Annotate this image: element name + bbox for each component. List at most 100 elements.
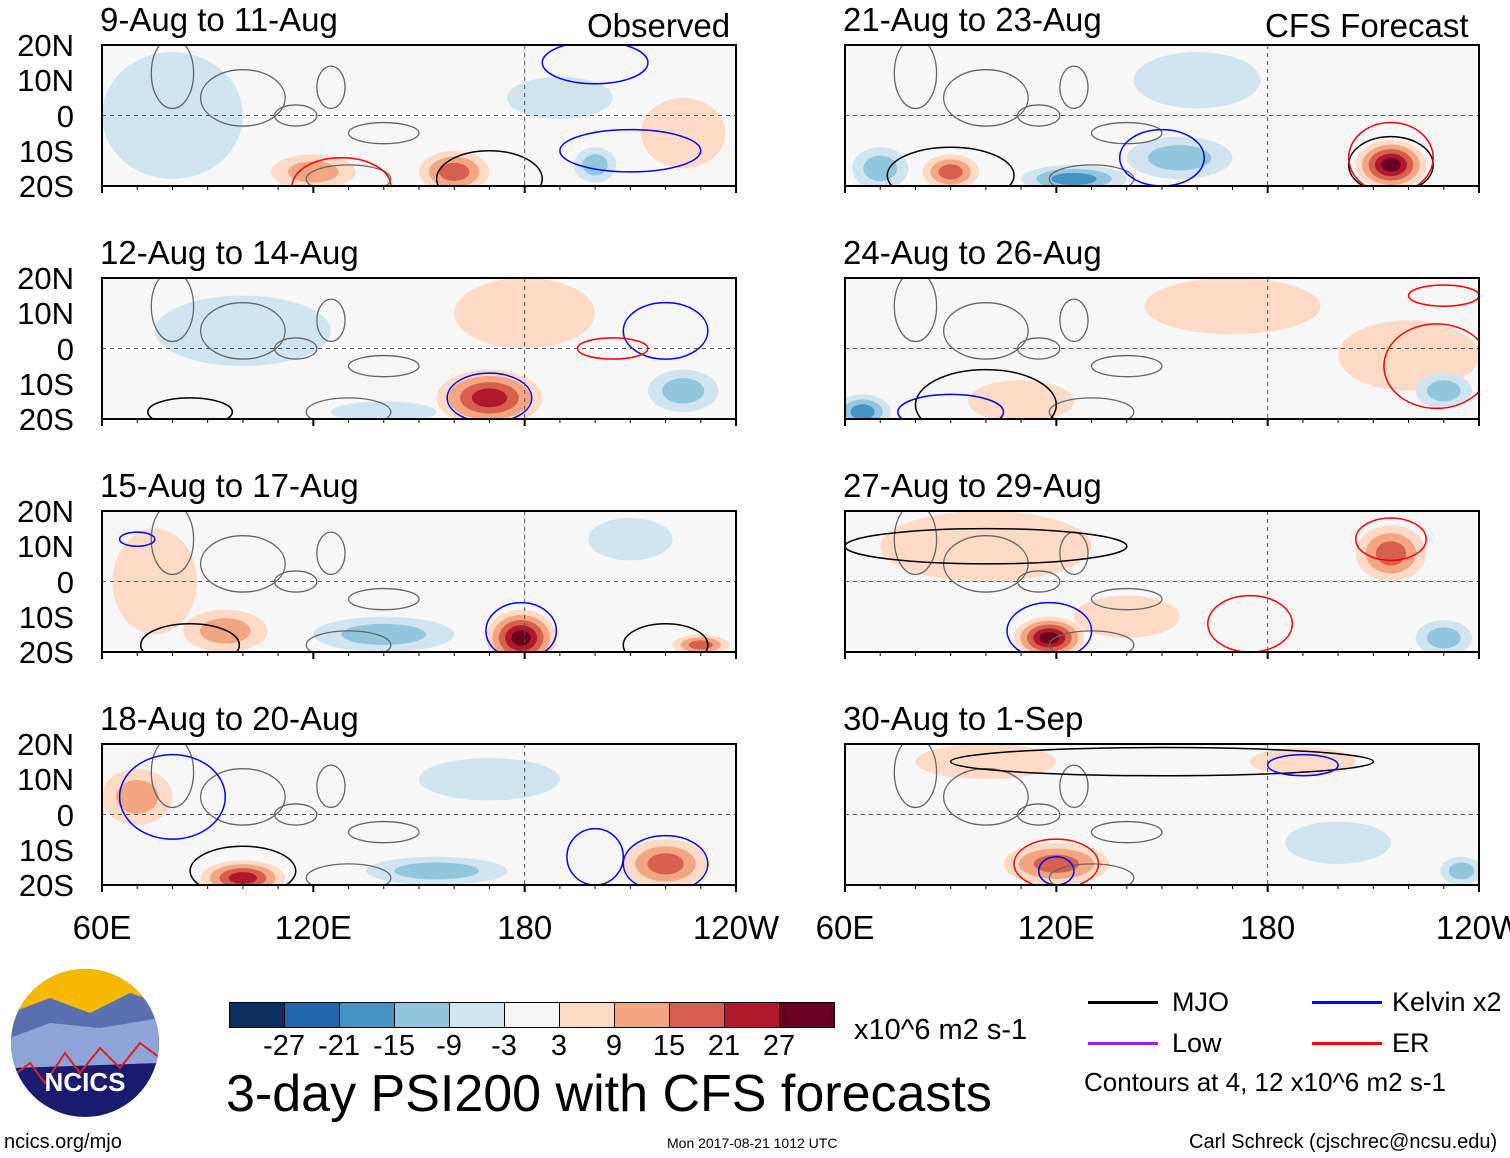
wave-contour bbox=[559, 128, 702, 173]
anomaly-shading bbox=[647, 853, 684, 875]
anomaly-shading bbox=[1250, 747, 1356, 776]
colorbar-tick: -9 bbox=[436, 1030, 462, 1062]
anomaly-shading bbox=[968, 380, 1074, 419]
anomaly-shading bbox=[287, 161, 339, 183]
anomaly-shading bbox=[1073, 595, 1180, 638]
colorbar-tick: 15 bbox=[652, 1030, 686, 1062]
wave-contour bbox=[1347, 121, 1434, 186]
wave-contour bbox=[446, 372, 533, 419]
anomaly-shading bbox=[688, 640, 713, 650]
colorbar-swatch bbox=[285, 1003, 340, 1027]
anomaly-shading bbox=[1426, 380, 1461, 402]
coastline bbox=[273, 337, 318, 360]
wave-contour bbox=[566, 827, 625, 885]
anomaly-shading bbox=[915, 744, 1057, 780]
colorbar-tick: 3 bbox=[550, 1030, 568, 1062]
coastline bbox=[893, 744, 938, 809]
anomaly-shading bbox=[228, 872, 257, 884]
lat-label: 20N bbox=[17, 261, 74, 296]
colorbar-swatch bbox=[560, 1003, 615, 1027]
colorbar-swatch bbox=[450, 1003, 505, 1027]
panel-title: 12-Aug to 14-Aug bbox=[100, 234, 359, 271]
legend-mjo-line bbox=[1088, 1001, 1158, 1004]
coastline bbox=[273, 104, 318, 127]
wave-contour bbox=[485, 601, 558, 652]
panel-title: 27-Aug to 29-Aug bbox=[843, 467, 1102, 504]
lon-label: 180 bbox=[1240, 909, 1296, 946]
coastline bbox=[305, 164, 392, 186]
coastline bbox=[150, 511, 195, 576]
coastline bbox=[1048, 397, 1135, 419]
lat-label: 10S bbox=[18, 133, 74, 169]
lon-label: 120W bbox=[692, 909, 780, 946]
lat-label: 0 bbox=[56, 331, 74, 367]
coastline bbox=[893, 278, 938, 343]
coastline bbox=[150, 744, 195, 809]
coastline bbox=[1016, 337, 1061, 360]
lon-label: 120W bbox=[1435, 909, 1510, 946]
panel-title: 18-Aug to 20-Aug bbox=[100, 700, 359, 737]
lat-label: 10N bbox=[17, 63, 74, 99]
anomaly-shading bbox=[394, 862, 479, 880]
legend-mjo-label: MJO bbox=[1172, 987, 1229, 1017]
legend-low-label: Low bbox=[1172, 1028, 1222, 1058]
lat-label: 10N bbox=[17, 529, 74, 565]
panel-title: 15-Aug to 17-Aug bbox=[100, 467, 359, 504]
wave-contour bbox=[1118, 128, 1206, 186]
lat-label: 20N bbox=[17, 727, 74, 762]
colorbar-units: x10^6 m2 s-1 bbox=[854, 1014, 1028, 1046]
coastline bbox=[273, 570, 318, 593]
coastline bbox=[305, 863, 392, 885]
coastline bbox=[199, 69, 286, 127]
ncics-logo: NCICS bbox=[11, 969, 159, 1117]
lat-label: 0 bbox=[56, 564, 74, 600]
wave-contour bbox=[435, 150, 544, 186]
coastline bbox=[347, 121, 420, 145]
anomaly-shading bbox=[850, 404, 875, 419]
colorbar-swatch bbox=[670, 1003, 725, 1027]
coastline bbox=[942, 535, 1029, 593]
wave-contour bbox=[1006, 601, 1093, 652]
lat-label: 0 bbox=[56, 797, 74, 833]
coastline bbox=[1090, 820, 1163, 844]
map-panel bbox=[101, 44, 737, 193]
anomaly-shading bbox=[1426, 627, 1461, 649]
lat-label: 20S bbox=[18, 635, 74, 670]
coastline bbox=[316, 531, 346, 576]
coastline bbox=[893, 511, 938, 576]
coastline bbox=[1059, 65, 1089, 110]
map-panel bbox=[101, 277, 737, 426]
coastline bbox=[347, 354, 420, 378]
anomaly-shading bbox=[1375, 541, 1407, 566]
wave-contour bbox=[291, 157, 392, 186]
anomaly-shading bbox=[1285, 821, 1391, 864]
wave-contour bbox=[622, 301, 709, 360]
coastline bbox=[942, 302, 1029, 360]
colorbar-tick: 9 bbox=[605, 1030, 623, 1062]
lat-label: 0 bbox=[56, 98, 74, 134]
wave-contour bbox=[897, 393, 1005, 419]
wave-contour bbox=[949, 746, 1375, 777]
panel-title: 24-Aug to 26-Aug bbox=[843, 234, 1102, 271]
wave-contour bbox=[886, 146, 1015, 186]
colorbar-tick: -15 bbox=[373, 1030, 415, 1062]
lat-label: 10N bbox=[17, 762, 74, 798]
anomaly-shading bbox=[419, 758, 560, 801]
lon-label: 60E bbox=[72, 909, 132, 946]
panel-title: 21-Aug to 23-Aug bbox=[843, 1, 1102, 38]
coastline bbox=[199, 302, 286, 360]
colorbar-swatch bbox=[505, 1003, 560, 1027]
legend-kelvin-label: Kelvin x2 bbox=[1392, 987, 1502, 1017]
timestamp: Mon 2017-08-21 1012 UTC bbox=[667, 1135, 838, 1151]
site-url[interactable]: ncics.org/mjo bbox=[4, 1131, 122, 1153]
coastline bbox=[1090, 121, 1163, 145]
coastline bbox=[316, 65, 346, 110]
anomaly-shading bbox=[507, 76, 613, 120]
colorbar-swatch bbox=[780, 1003, 834, 1027]
lon-label: 60E bbox=[815, 909, 875, 946]
wave-contour bbox=[1266, 753, 1339, 777]
coastline bbox=[273, 803, 318, 826]
coastline bbox=[1090, 587, 1163, 611]
anomaly-shading bbox=[511, 630, 531, 646]
